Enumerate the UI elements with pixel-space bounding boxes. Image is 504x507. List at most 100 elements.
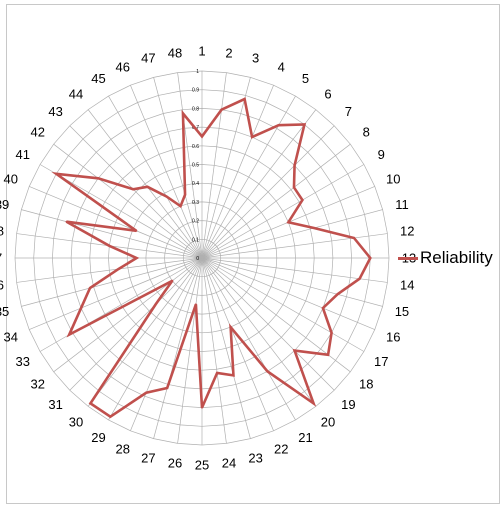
category-label: 24 xyxy=(222,456,236,471)
grid-spoke xyxy=(29,257,203,330)
tick-label: 0 xyxy=(196,256,199,262)
data-point xyxy=(330,331,333,334)
data-point xyxy=(68,333,71,336)
category-label: 19 xyxy=(341,397,355,412)
category-label: 12 xyxy=(400,223,414,238)
category-label: 21 xyxy=(298,430,312,445)
data-point xyxy=(201,135,203,138)
grid-spoke xyxy=(108,257,203,421)
grid-spoke xyxy=(177,257,203,444)
grid-spoke xyxy=(201,257,317,407)
category-label: 10 xyxy=(386,171,400,186)
data-point xyxy=(184,193,187,196)
legend-label: Reliability xyxy=(420,248,493,267)
data-point xyxy=(135,257,138,259)
tick-label: 1 xyxy=(196,69,199,75)
tick-label: 0.9 xyxy=(192,88,199,94)
data-point xyxy=(117,267,120,270)
grid-spoke xyxy=(201,233,388,259)
category-label: 31 xyxy=(48,397,62,412)
category-label: 30 xyxy=(69,415,83,430)
grid-spoke xyxy=(39,257,203,352)
grid-spoke xyxy=(21,209,203,259)
tick-label: 0.3 xyxy=(192,200,199,206)
grid-spoke xyxy=(201,257,383,307)
data-point xyxy=(353,236,356,239)
grid-spoke xyxy=(201,209,383,259)
category-label: 41 xyxy=(15,147,29,162)
data-point xyxy=(229,326,232,329)
grid-spoke xyxy=(153,77,203,259)
data-point xyxy=(266,370,269,373)
category-label: 34 xyxy=(4,330,18,345)
grid-spoke xyxy=(201,109,317,259)
data-point xyxy=(181,112,184,115)
data-point xyxy=(327,353,330,356)
category-label: 14 xyxy=(400,278,414,293)
category-label: 7 xyxy=(345,104,352,119)
data-point xyxy=(292,186,295,189)
data-point xyxy=(65,220,68,223)
radar-grid xyxy=(14,70,390,446)
grid-spoke xyxy=(177,72,203,259)
category-label: 44 xyxy=(69,86,83,101)
data-point xyxy=(277,124,280,127)
category-label: 3 xyxy=(252,51,259,66)
category-label: 36 xyxy=(0,278,4,293)
grid-spoke xyxy=(87,257,203,407)
data-point xyxy=(132,188,135,191)
data-point xyxy=(154,303,157,306)
data-point xyxy=(312,226,315,229)
category-label: 25 xyxy=(195,458,209,473)
data-point xyxy=(216,371,219,374)
category-label: 18 xyxy=(359,377,373,392)
category-label: 42 xyxy=(31,124,45,139)
grid-spoke xyxy=(201,257,296,421)
data-point xyxy=(109,415,112,418)
data-point xyxy=(89,402,92,405)
tick-label: 0.2 xyxy=(192,219,199,225)
category-label: 16 xyxy=(386,330,400,345)
category-labels: 1234567891011121314151617181920212223242… xyxy=(0,44,416,473)
grid-spoke xyxy=(69,257,203,391)
grid-spoke xyxy=(201,257,351,373)
data-point xyxy=(89,287,92,290)
data-point xyxy=(358,277,361,280)
category-label: 43 xyxy=(48,104,62,119)
category-label: 47 xyxy=(141,51,155,66)
category-label: 35 xyxy=(0,304,9,319)
series-layer xyxy=(51,97,372,419)
grid-spoke xyxy=(87,109,203,259)
category-label: 17 xyxy=(374,354,388,369)
grid-spoke xyxy=(201,257,388,283)
data-point xyxy=(243,98,246,101)
grid-spoke xyxy=(201,143,351,259)
grid-spoke xyxy=(108,95,203,259)
category-label: 32 xyxy=(31,377,45,392)
grid-spoke xyxy=(53,257,203,373)
data-point xyxy=(80,307,83,310)
data-point xyxy=(145,391,148,394)
grid-spoke xyxy=(201,257,274,431)
grid-spoke xyxy=(201,85,274,259)
category-label: 45 xyxy=(91,71,105,86)
grid-spoke xyxy=(130,85,203,259)
legend: Reliability xyxy=(398,248,493,268)
data-point xyxy=(171,279,174,282)
category-label: 5 xyxy=(302,71,309,86)
data-point xyxy=(232,374,235,377)
data-point xyxy=(293,164,296,167)
tick-label: 0.8 xyxy=(192,106,199,112)
grid-spoke xyxy=(29,186,203,259)
data-point xyxy=(135,229,138,232)
category-label: 48 xyxy=(168,45,182,60)
data-point xyxy=(293,349,296,352)
category-label: 11 xyxy=(395,197,409,212)
category-label: 33 xyxy=(15,354,29,369)
data-point xyxy=(220,108,223,111)
legend-swatch xyxy=(398,256,418,260)
data-point xyxy=(97,177,100,180)
category-label: 27 xyxy=(141,450,155,465)
grid-spoke xyxy=(21,257,203,307)
grid-spoke xyxy=(53,143,203,259)
